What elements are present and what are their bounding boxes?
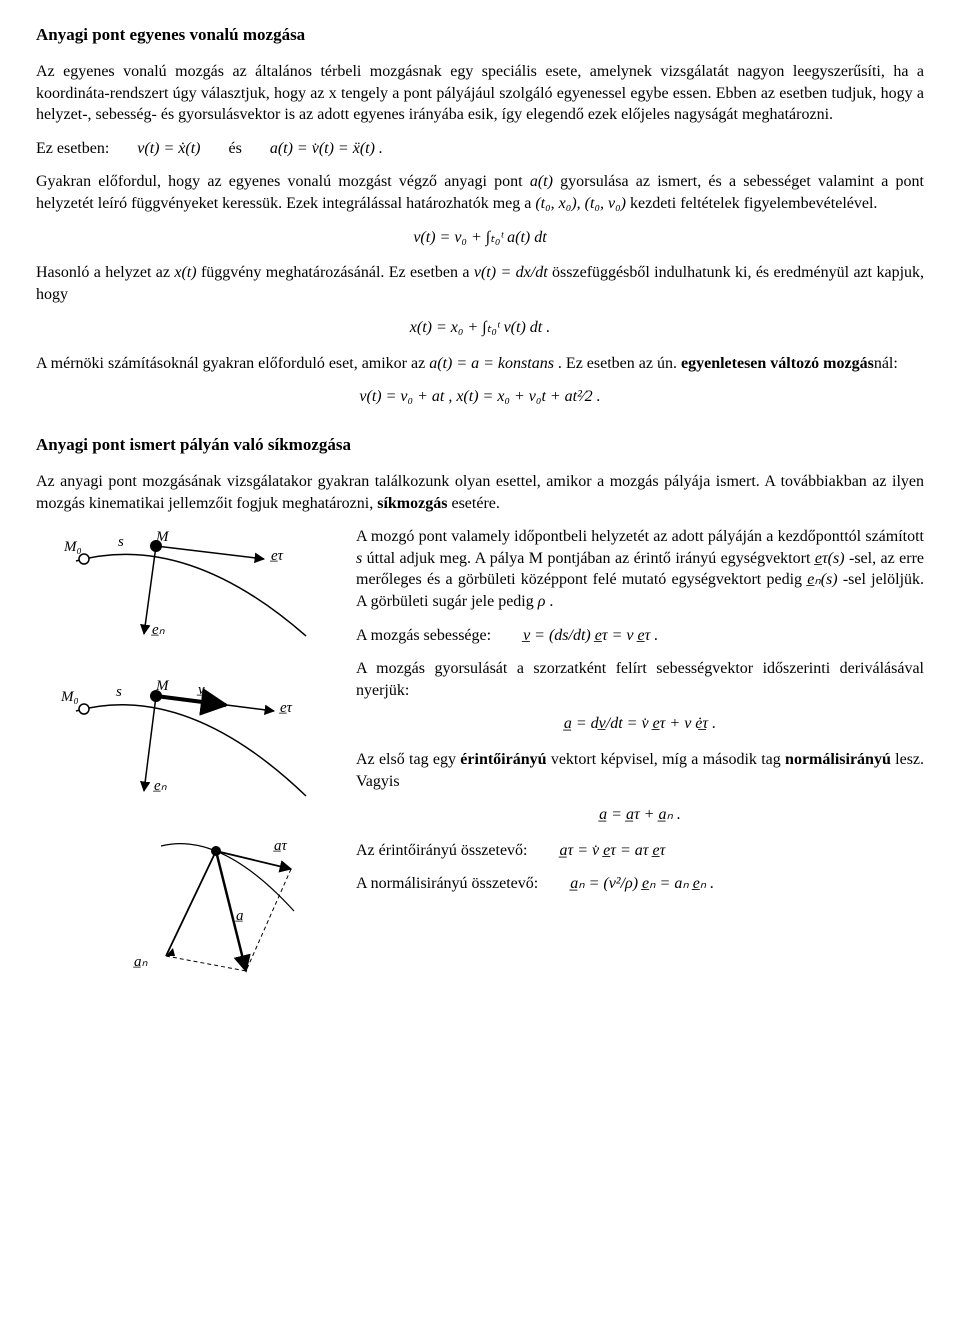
eq-a-decomp: a̲ = a̲τ + a̲ₙ .: [356, 804, 924, 826]
fig2-label-v: v̲: [197, 682, 205, 698]
para-tangential: Az érintőirányú összetevő: a̲τ = v̇ e̲τ …: [356, 840, 924, 862]
p3e: kezdeti feltételek figyelembevételével.: [630, 195, 877, 212]
r4b: érintőirányú: [460, 751, 546, 768]
page: Anyagi pont egyenes vonalú mozgása Az eg…: [0, 0, 960, 1322]
r6a-lead: A normálisirányú összetevő:: [356, 875, 538, 892]
fig2-label-an: a̲ₙ: [133, 954, 148, 970]
fig1-label-etau: e̲τ: [270, 548, 284, 564]
r4d: normálisirányú: [785, 751, 891, 768]
p4c: függvény meghatározásánál. Ez esetben a: [201, 264, 474, 281]
fig2-label-atau: a̲τ: [273, 838, 287, 854]
figure-path-accel: M₀ s M v̲ e̲τ e̲ₙ a̲τ a̲ a̲ₙ: [36, 676, 336, 986]
para-planar-intro: Az anyagi pont mozgásának vizsgálatakor …: [36, 471, 924, 514]
eq-a-vd-xdd: a(t) = v̇(t) = ẍ(t) .: [270, 140, 383, 157]
r5a-lead: Az érintőirányú összetevő:: [356, 842, 528, 859]
p5c: . Ez esetben az ún.: [558, 355, 681, 372]
fig2-label-M: M: [155, 678, 170, 694]
figure-column: M₀ s M e̲τ e̲ₙ: [36, 526, 336, 986]
r4a: Az első tag egy: [356, 751, 460, 768]
r1c: úttal adjuk meg. A pálya M pontjában az …: [367, 550, 815, 567]
p3d: (t₀, x₀), (t₀, v₀): [535, 195, 626, 212]
para-speed: A mozgás sebessége: v̲ = (ds/dt) e̲τ = v…: [356, 625, 924, 647]
fig2-label-etau: e̲τ: [279, 700, 293, 716]
eq-tangential: a̲τ = v̇ e̲τ = aτ e̲τ: [560, 840, 840, 862]
r1h: ρ: [538, 593, 546, 610]
p3a: Gyakran előfordul, hogy az egyenes vonal…: [36, 173, 530, 190]
r1i: .: [549, 593, 553, 610]
para-intro: Az egyenes vonalú mozgás az általános té…: [36, 61, 924, 126]
r1a: A mozgó pont valamely időpontbeli helyze…: [356, 528, 924, 545]
figure-path-frame: M₀ s M e̲τ e̲ₙ: [36, 526, 336, 676]
fig2-label-M0: M₀: [60, 689, 79, 705]
p4a: Hasonló a helyzet az: [36, 264, 174, 281]
para-uniform: A mérnöki számításoknál gyakran előfordu…: [36, 353, 924, 375]
p5a: A mérnöki számításoknál gyakran előfordu…: [36, 355, 429, 372]
p4b: x(t): [174, 264, 196, 281]
r2a-lead: A mozgás sebessége:: [356, 627, 491, 644]
fig2-label-s: s: [116, 684, 122, 700]
fig2-label-a: a̲: [235, 908, 243, 924]
eq-speed: v̲ = (ds/dt) e̲τ = v e̲τ .: [523, 625, 803, 647]
eq-accel-derive: a̲ = dv̲/dt = v̇ e̲τ + v ė̲τ .: [356, 713, 924, 735]
p5e: nál:: [874, 355, 898, 372]
para-x-derive: Hasonló a helyzet az x(t) függvény megha…: [36, 262, 924, 305]
eq-v-xd: v(t) = ẋ(t): [137, 140, 200, 157]
para-case: Ez esetben: v(t) = ẋ(t) és a(t) = v̇(t) …: [36, 138, 924, 160]
eq-x-integral: x(t) = x₀ + ∫ₜ₀ᵗ v(t) dt .: [36, 317, 924, 339]
heading-planar-motion: Anyagi pont ismert pályán való síkmozgás…: [36, 434, 924, 457]
p3b: a(t): [530, 173, 553, 190]
r1b: s: [356, 550, 362, 567]
text-column: A mozgó pont valamely időpontbeli helyze…: [356, 526, 924, 907]
eq-v-integral: v(t) = v₀ + ∫ₜ₀ᵗ a(t) dt: [36, 227, 924, 249]
heading-linear-motion: Anyagi pont egyenes vonalú mozgása: [36, 24, 924, 47]
case-and: és: [229, 140, 242, 157]
para-integration: Gyakran előfordul, hogy az egyenes vonal…: [36, 171, 924, 214]
para-frame: A mozgó pont valamely időpontbeli helyze…: [356, 526, 924, 612]
p6c: esetére.: [447, 495, 499, 512]
para-normal: A normálisirányú összetevő: a̲ₙ = (v²/ρ)…: [356, 873, 924, 895]
fig1-label-en: e̲ₙ: [151, 622, 166, 638]
eq-uniform-motion: v(t) = v₀ + at , x(t) = x₀ + v₀t + at²⁄2…: [36, 386, 924, 408]
para-components: Az első tag egy érintőirányú vektort kép…: [356, 749, 924, 792]
p5b: a(t) = a = konstans: [429, 355, 554, 372]
case-lead: Ez esetben:: [36, 140, 109, 157]
fig1-label-s: s: [118, 534, 124, 550]
r4c: vektort képvisel, míg a második tag: [551, 751, 785, 768]
fig1-label-M: M: [155, 529, 170, 545]
r1d: e̲τ(s): [815, 550, 845, 567]
p5d: egyenletesen változó mozgás: [681, 355, 874, 372]
p4d: v(t) = dx/dt: [474, 264, 548, 281]
para-accel-derive: A mozgás gyorsulását a szorzatként felír…: [356, 658, 924, 701]
columns-diagram-text: M₀ s M e̲τ e̲ₙ: [36, 526, 924, 986]
eq-normal: a̲ₙ = (v²/ρ) e̲ₙ = aₙ e̲ₙ .: [570, 873, 850, 895]
fig2-label-en: e̲ₙ: [153, 778, 168, 794]
r1f: e̲ₙ(s): [807, 571, 837, 588]
fig1-label-M0: M₀: [63, 539, 82, 555]
p6b: síkmozgás: [377, 495, 447, 512]
